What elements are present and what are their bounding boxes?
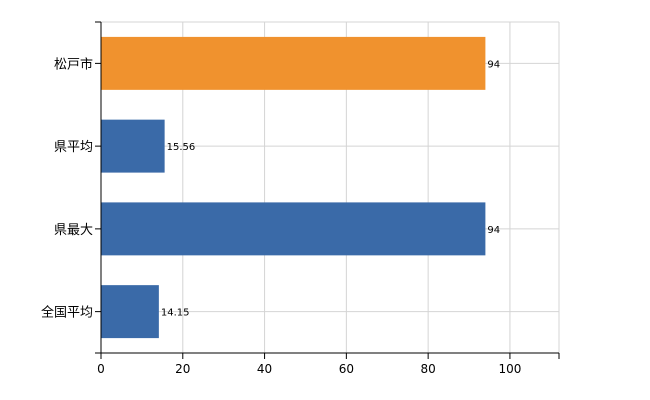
axes [95,21,560,359]
category-label-2: 県最大 [54,223,93,238]
data-label-1: 15.56 [167,142,196,153]
data-label-0: 94 [487,59,500,70]
category-label-0: 松戸市 [54,56,93,72]
bar-1 [101,119,165,173]
category-label-1: 県平均 [54,140,93,155]
bar-0 [101,36,486,90]
bar-2 [101,202,486,256]
x-tick-label-3: 60 [339,362,354,376]
x-tick-label-5: 100 [498,362,521,376]
data-label-3: 14.15 [161,308,190,319]
x-tick-label-1: 20 [175,362,190,376]
x-tick-label-2: 40 [257,362,272,376]
data-label-2: 94 [487,225,500,236]
bar-3 [101,285,159,339]
x-tick-label-4: 80 [421,362,436,376]
bars [101,36,486,339]
category-label-3: 全国平均 [41,305,93,321]
x-tick-label-0: 0 [97,362,105,376]
